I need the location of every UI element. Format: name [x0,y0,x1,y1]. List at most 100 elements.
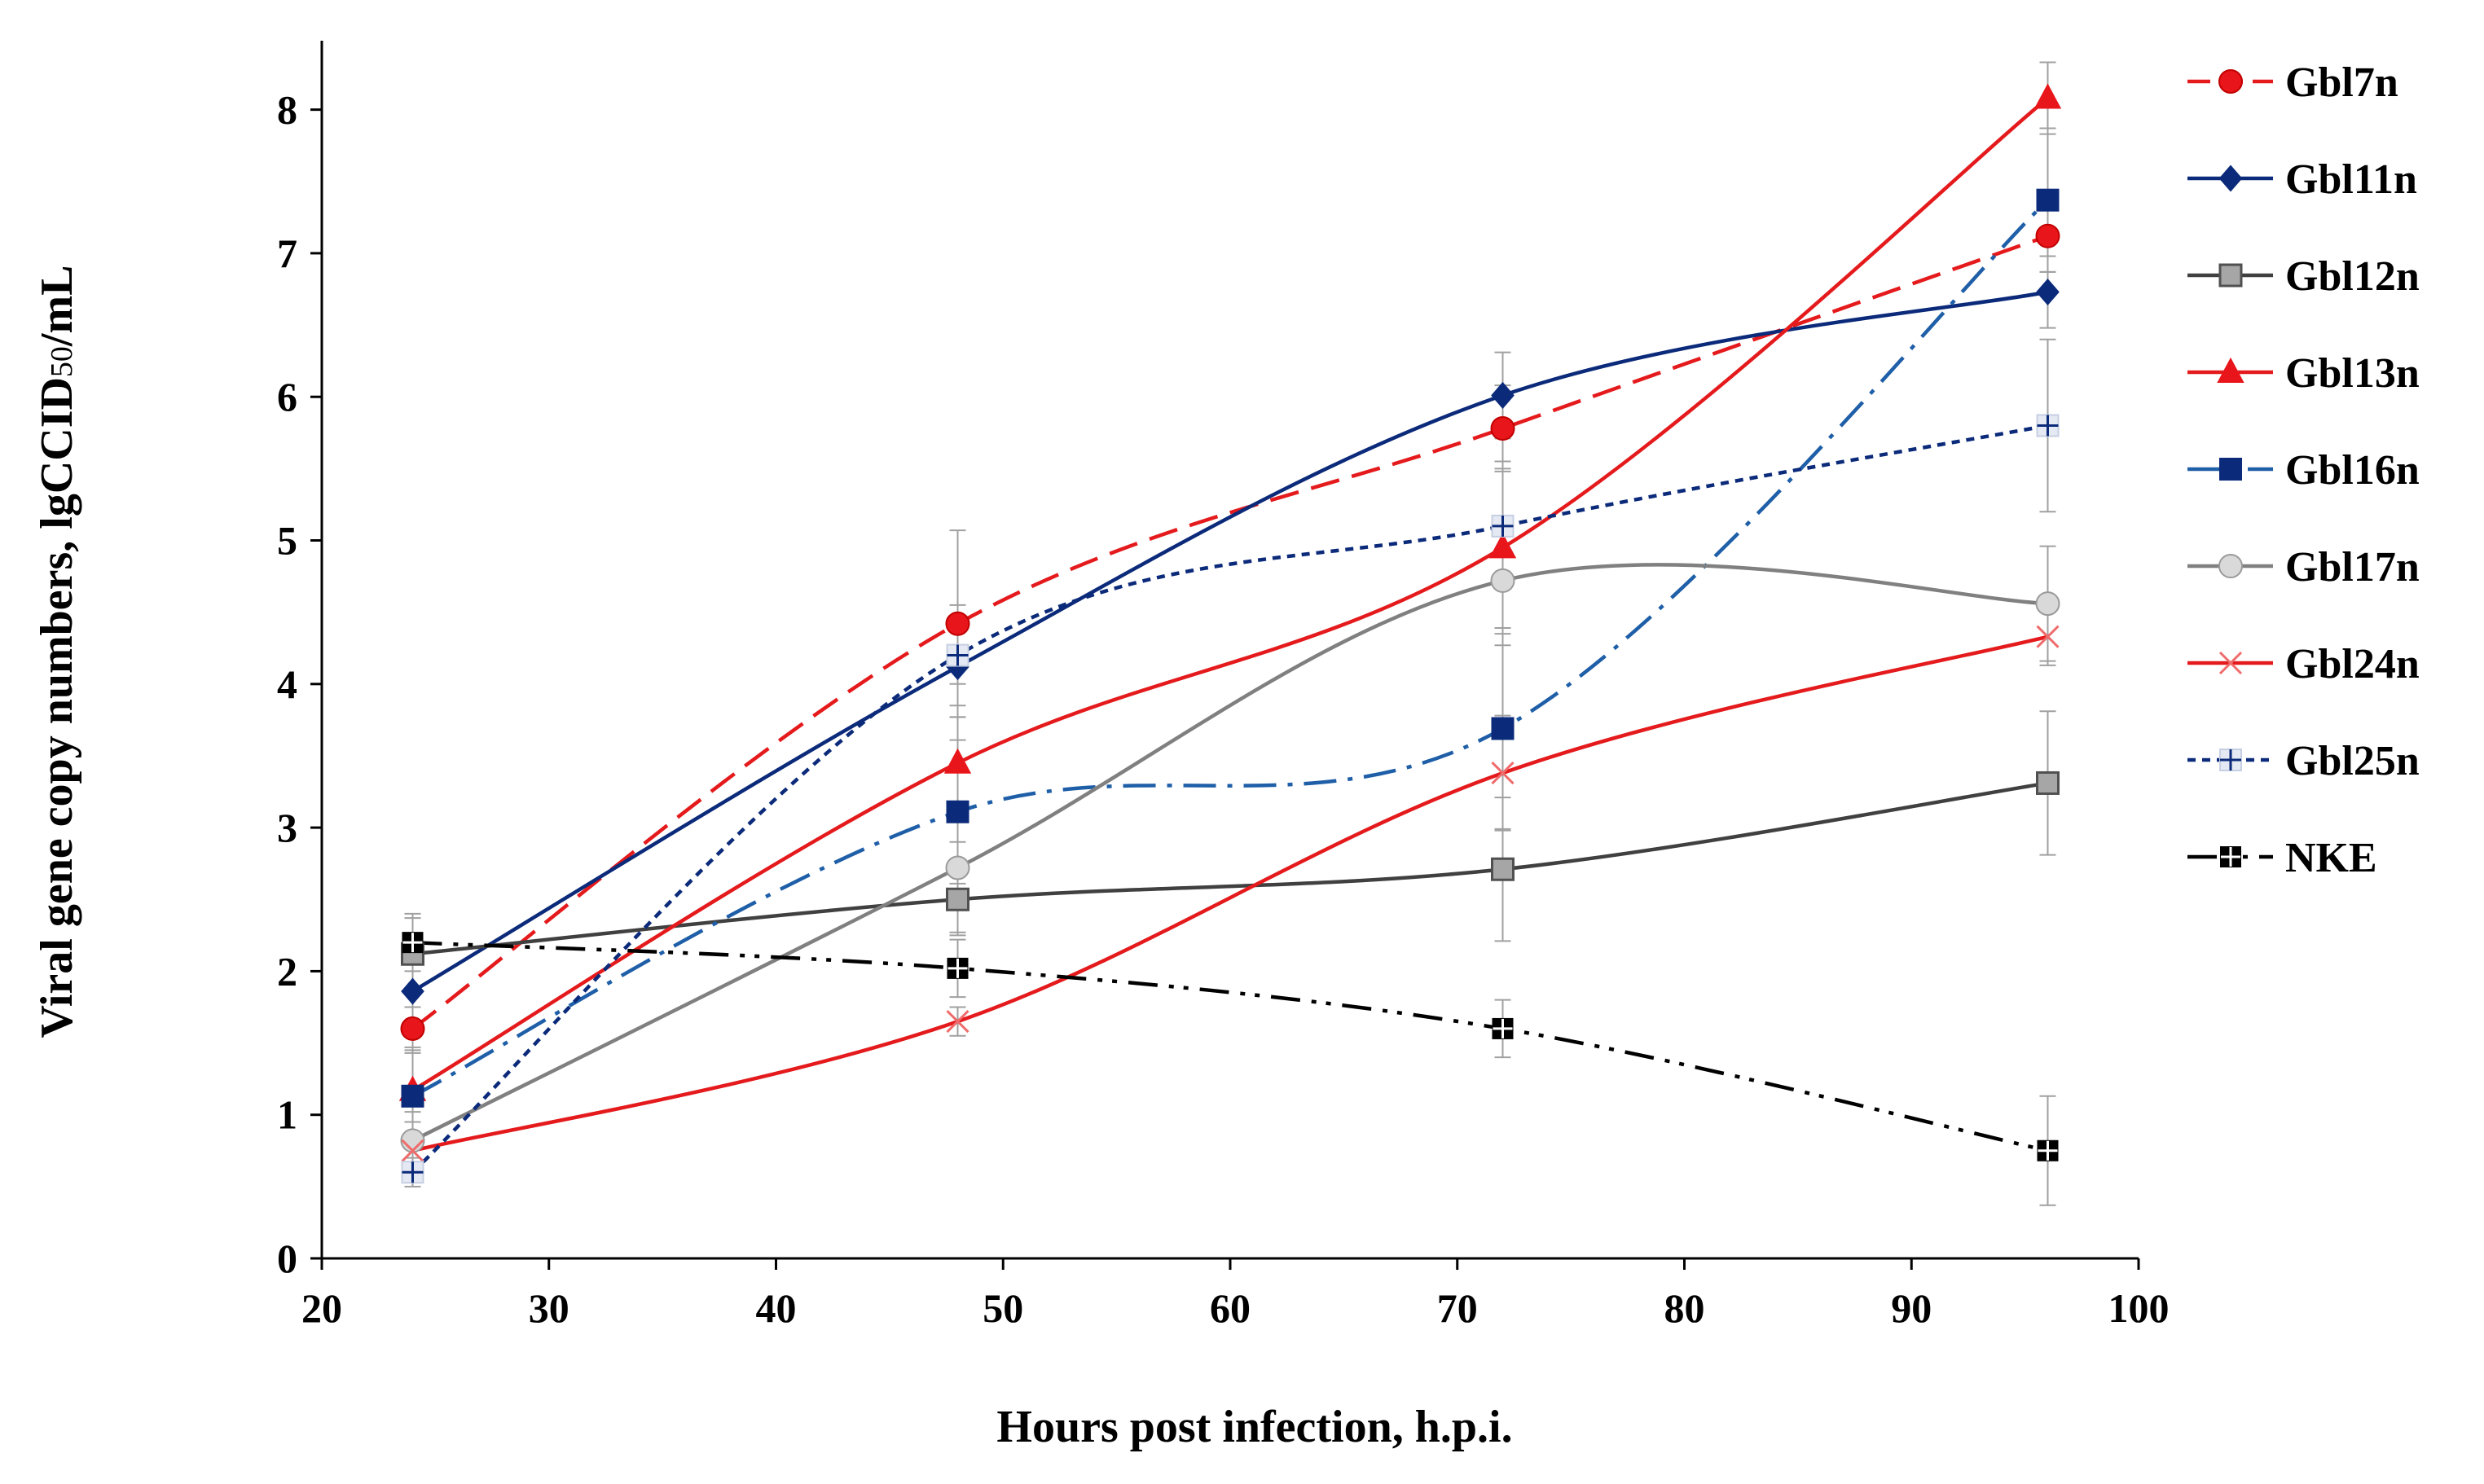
legend-label-gbl7n: Gbl7n [2285,59,2398,106]
data-point-nke [1492,1017,1514,1039]
y-tick-label: 4 [277,661,297,707]
legend-marker-gbl16n [2219,458,2242,481]
series-line-gbl7n [411,234,2049,1030]
series-line-gbl12n [412,781,2048,956]
error-bars-layer [404,61,2056,1206]
ticks: 0 1 2 3 4 5 6 7 8 20 30 40 50 60 70 80 90 100 [277,87,2170,1331]
legend-item-gbl16n: Gbl16n [2187,447,2420,494]
legend-item-gbl7n: Gbl7n [2187,59,2398,106]
data-point-gbl17n [945,855,970,880]
y-tick-label: 1 [277,1092,297,1138]
legend-marker-gbl25n [2219,749,2242,771]
legend-item-gbl25n: Gbl25n [2187,738,2420,784]
x-tick-label: 90 [1891,1285,1932,1331]
legend-item-gbl24n: Gbl24n [2187,641,2420,687]
data-point-gbl16n [1491,717,1515,740]
data-point-gbl13n [1488,533,1517,559]
data-point-nke [947,957,969,979]
series-line-gbl17n [411,563,2048,1143]
data-point-gbl24n [401,1139,424,1162]
legend-marker-gbl17n [2218,554,2243,578]
legend-label-gbl11n: Gbl11n [2285,156,2417,203]
legend-label-gbl13n: Gbl13n [2285,350,2420,397]
legend-marker-nke [2220,846,2241,867]
data-point-gbl24n [946,1010,969,1034]
series-line-gbl24n [411,634,2049,1153]
data-point-gbl16n [2036,188,2060,212]
data-point-gbl16n [946,800,969,823]
data-point-gbl24n-stroke-b [1491,762,1515,785]
x-axis-title: Hours post infection, h.p.i. [996,1402,1512,1452]
y-axis-title: Viral gene copy numbers, lgCCID50/mL [32,265,82,1038]
legend-marker-gbl7n [2218,69,2243,94]
series-line-nke [412,940,2048,1153]
y-axis-title-end: /mL [32,265,82,347]
legend-item-gbl11n: Gbl11n [2187,156,2417,203]
x-tick-label: 30 [529,1285,569,1331]
x-tick-label: 80 [1664,1285,1705,1331]
legend-marker-gbl11n [2218,165,2243,192]
markers [398,83,2062,1184]
legend-marker-gbl12n [2218,263,2243,288]
data-point-gbl7n [2035,223,2060,248]
data-point-gbl25n [946,643,969,667]
data-point-gbl25n [401,1161,424,1184]
data-point-gbl25n [2036,414,2060,437]
data-point-gbl7n [400,1016,425,1041]
legend-label-gbl17n: Gbl17n [2285,544,2420,591]
data-point-gbl24n [2036,625,2060,648]
x-tick-label: 40 [756,1285,797,1331]
y-axis-title-main: Viral gene copy numbers, lgCCID [32,377,82,1038]
data-point-gbl25n [1491,514,1515,538]
legend-marker-gbl24n [2218,651,2243,675]
x-tick-label: 20 [301,1285,342,1331]
legend-item-nke: NKE [2187,835,2377,881]
series-line-gbl11n [411,290,2048,994]
legend-item-gbl17n: Gbl17n [2187,544,2420,591]
y-axis-title-subscript: 50 [45,346,79,377]
data-point-gbl12n [946,887,969,911]
axes [320,41,2139,1260]
data-point-gbl12n [2036,771,2060,795]
y-tick-label: 7 [277,231,297,276]
y-tick-label: 2 [277,948,297,994]
legend-item-gbl12n: Gbl12n [2187,253,2420,300]
series-line-gbl16n [411,199,2050,1098]
data-point-gbl7n [1490,416,1515,441]
y-tick-label: 3 [277,805,297,850]
data-point-gbl7n [945,611,970,636]
legend-marker-gbl13n [2217,357,2244,383]
legend-label-nke: NKE [2285,835,2377,881]
data-point-gbl11n [1491,381,1515,409]
data-point-gbl11n [2036,278,2060,306]
legend-label-gbl25n: Gbl25n [2285,738,2420,784]
series-line-gbl25n [411,424,2048,1174]
data-point-gbl24n-stroke-b [946,1010,969,1034]
data-point-gbl13n [2033,83,2062,109]
x-tick-label: 70 [1437,1285,1478,1331]
y-tick-label: 6 [277,374,297,419]
data-point-gbl17n [1490,568,1515,593]
x-tick-label: 100 [2108,1285,2170,1331]
legend-label-gbl16n: Gbl16n [2285,447,2420,494]
x-tick-label: 50 [983,1285,1023,1331]
legend-item-gbl13n: Gbl13n [2187,350,2420,397]
data-point-gbl16n [401,1084,424,1108]
x-tick-label: 60 [1210,1285,1251,1331]
data-point-nke [2037,1139,2059,1161]
data-point-gbl17n [400,1128,425,1153]
data-point-gbl17n [2035,591,2060,617]
legend-label-gbl12n: Gbl12n [2285,253,2420,300]
data-point-gbl12n [1491,857,1515,881]
legend-label-gbl24n: Gbl24n [2285,641,2420,687]
y-tick-label: 5 [277,518,297,564]
series-line-gbl13n [411,96,2049,1092]
y-tick-label: 8 [277,87,297,133]
data-point-gbl24n [1491,762,1515,785]
data-point-gbl24n-stroke-b [2036,625,2060,648]
data-point-nke [402,932,424,954]
series [411,96,2050,1174]
data-point-gbl13n [943,748,972,774]
